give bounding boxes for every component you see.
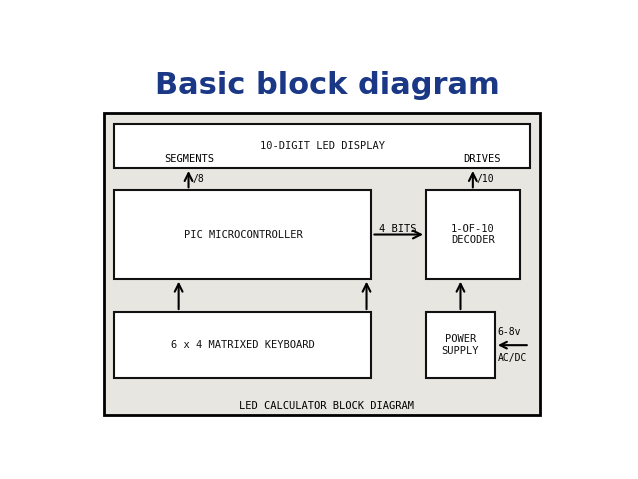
Text: 6-8v: 6-8v: [498, 327, 521, 337]
Bar: [426, 312, 495, 378]
Bar: [105, 113, 540, 415]
Text: DRIVES: DRIVES: [463, 154, 500, 164]
Text: POWER
SUPPLY: POWER SUPPLY: [441, 334, 479, 356]
Text: Basic block diagram: Basic block diagram: [154, 70, 500, 100]
Text: 4 BITS: 4 BITS: [379, 224, 417, 234]
Text: 1-OF-10
DECODER: 1-OF-10 DECODER: [451, 224, 494, 245]
Text: /8: /8: [193, 174, 204, 184]
Text: 10-DIGIT LED DISPLAY: 10-DIGIT LED DISPLAY: [260, 141, 385, 151]
Text: LED CALCULATOR BLOCK DIAGRAM: LED CALCULATOR BLOCK DIAGRAM: [239, 401, 415, 411]
Text: SEGMENTS: SEGMENTS: [164, 154, 214, 164]
Text: PIC MICROCONTROLLER: PIC MICROCONTROLLER: [184, 229, 302, 240]
Text: AC/DC: AC/DC: [498, 353, 527, 363]
Bar: [114, 312, 371, 378]
Bar: [114, 190, 371, 279]
Bar: [426, 190, 520, 279]
Text: /10: /10: [477, 174, 494, 184]
Text: 6 x 4 MATRIXED KEYBOARD: 6 x 4 MATRIXED KEYBOARD: [171, 340, 315, 350]
Bar: [114, 124, 530, 168]
